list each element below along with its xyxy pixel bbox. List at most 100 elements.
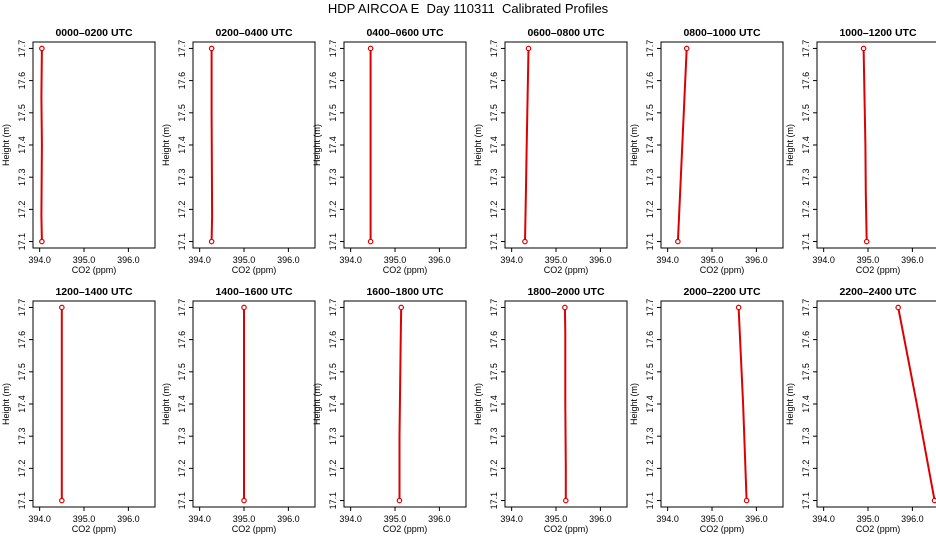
y-tick-label: 17.7 xyxy=(17,40,27,58)
plot-frame xyxy=(32,41,156,249)
y-axis-label: Height (m) xyxy=(473,383,483,425)
y-axis-label: Height (m) xyxy=(312,383,322,425)
x-tick-label: 394.0 xyxy=(28,255,51,265)
y-tick-label: 17.5 xyxy=(17,363,27,381)
y-tick-label: 17.4 xyxy=(645,136,655,154)
panel-title: 1800–2000 UTC xyxy=(527,286,604,298)
y-tick-label: 17.7 xyxy=(177,40,187,58)
y-axis-label: Height (m) xyxy=(161,124,171,166)
x-tick-label: 396.0 xyxy=(428,514,451,524)
y-tick-label: 17.2 xyxy=(177,460,187,478)
y-tick-label: 17.3 xyxy=(17,427,27,445)
y-tick-label: 17.2 xyxy=(328,460,338,478)
y-tick-label: 17.2 xyxy=(17,201,27,219)
x-tick-label: 395.0 xyxy=(857,514,880,524)
y-tick-label: 17.7 xyxy=(328,40,338,58)
x-axis-label: CO2 (ppm) xyxy=(700,265,745,275)
profile-line xyxy=(676,48,688,242)
x-tick-label: 395.0 xyxy=(384,514,407,524)
y-tick-label: 17.6 xyxy=(489,331,499,349)
profile-line xyxy=(40,48,43,242)
y-tick-label: 17.4 xyxy=(489,395,499,413)
x-tick-label: 394.0 xyxy=(500,255,523,265)
profile-point xyxy=(241,497,247,504)
profile-point xyxy=(367,45,374,52)
profile-point xyxy=(562,304,568,311)
x-axis-label: CO2 (ppm) xyxy=(544,265,589,275)
profile-point xyxy=(743,497,750,504)
y-tick-label: 17.6 xyxy=(177,72,187,90)
x-axis-label: CO2 (ppm) xyxy=(72,265,117,275)
x-tick-label: 395.0 xyxy=(233,514,256,524)
y-tick-label: 17.5 xyxy=(489,104,499,122)
profile-point xyxy=(863,238,870,245)
y-axis-label: Height (m) xyxy=(1,383,11,425)
x-tick-label: 395.0 xyxy=(701,255,724,265)
y-tick-label: 17.7 xyxy=(645,299,655,317)
x-tick-label: 396.0 xyxy=(277,514,300,524)
x-tick-label: 394.0 xyxy=(656,514,679,524)
x-axis-label: CO2 (ppm) xyxy=(700,524,745,534)
panel-title: 0800–1000 UTC xyxy=(683,27,760,39)
y-tick-label: 17.2 xyxy=(801,460,811,478)
x-tick-label: 396.0 xyxy=(117,514,140,524)
x-tick-label: 395.0 xyxy=(384,255,407,265)
y-tick-label: 17.6 xyxy=(328,72,338,90)
y-tick-label: 17.3 xyxy=(177,168,187,186)
y-tick-label: 17.7 xyxy=(801,299,811,317)
x-axis-label: CO2 (ppm) xyxy=(856,265,901,275)
y-axis-label: Height (m) xyxy=(473,124,483,166)
y-tick-label: 17.5 xyxy=(328,363,338,381)
y-tick-label: 17.5 xyxy=(645,363,655,381)
y-tick-label: 17.4 xyxy=(17,136,27,154)
y-tick-label: 17.7 xyxy=(645,40,655,58)
profile-point xyxy=(562,497,569,504)
panel-title: 1200–1400 UTC xyxy=(55,286,132,298)
x-tick-label: 394.0 xyxy=(812,514,835,524)
y-tick-label: 17.5 xyxy=(177,104,187,122)
x-tick-label: 395.0 xyxy=(73,514,96,524)
profile-point xyxy=(208,238,215,245)
y-tick-label: 17.3 xyxy=(801,168,811,186)
x-axis-label: CO2 (ppm) xyxy=(856,524,901,534)
plot-frame xyxy=(32,300,156,508)
panel-title: 0600–0800 UTC xyxy=(527,27,604,39)
plot-frame xyxy=(192,300,316,508)
x-tick-label: 396.0 xyxy=(745,514,768,524)
profile-point xyxy=(208,45,215,52)
profile-point xyxy=(525,45,532,52)
y-axis-label: Height (m) xyxy=(161,383,171,425)
y-tick-label: 17.4 xyxy=(801,395,811,413)
y-tick-label: 17.6 xyxy=(328,331,338,349)
y-tick-label: 17.6 xyxy=(17,72,27,90)
y-tick-label: 17.1 xyxy=(177,233,187,251)
y-tick-label: 17.4 xyxy=(328,395,338,413)
y-tick-label: 17.6 xyxy=(177,331,187,349)
y-tick-label: 17.1 xyxy=(489,233,499,251)
x-tick-label: 396.0 xyxy=(117,255,140,265)
x-tick-label: 394.0 xyxy=(188,514,211,524)
panel-title: 2000–2200 UTC xyxy=(683,286,760,298)
x-tick-label: 396.0 xyxy=(745,255,768,265)
profile-point xyxy=(683,45,690,52)
x-tick-label: 396.0 xyxy=(901,514,924,524)
x-tick-label: 396.0 xyxy=(428,255,451,265)
x-tick-label: 396.0 xyxy=(589,255,612,265)
x-axis-label: CO2 (ppm) xyxy=(383,524,428,534)
y-tick-label: 17.4 xyxy=(801,136,811,154)
y-tick-label: 17.5 xyxy=(801,104,811,122)
plot-frame xyxy=(504,41,628,249)
y-axis-label: Height (m) xyxy=(1,124,11,166)
y-tick-label: 17.2 xyxy=(801,201,811,219)
y-tick-label: 17.3 xyxy=(489,427,499,445)
profile-point xyxy=(895,304,901,311)
x-tick-label: 395.0 xyxy=(73,255,96,265)
x-axis-label: CO2 (ppm) xyxy=(72,524,117,534)
profile-line xyxy=(524,48,530,242)
